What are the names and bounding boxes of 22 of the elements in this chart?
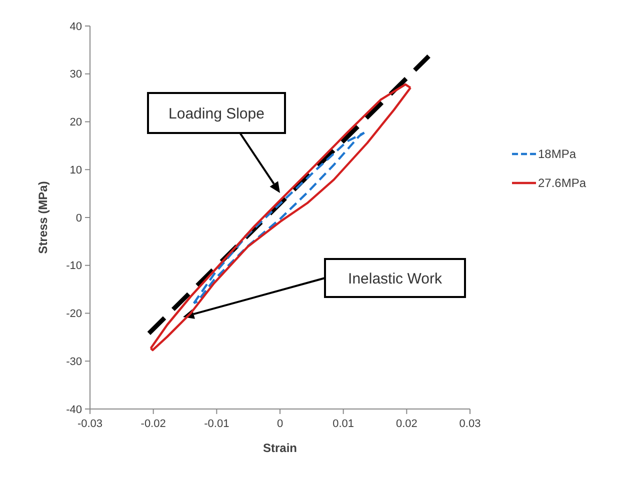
y-tick-label: 40 bbox=[70, 20, 82, 33]
x-axis-title: Strain bbox=[262, 441, 298, 455]
y-tick-label: 0 bbox=[76, 212, 82, 224]
legend-label: 18MPa bbox=[538, 147, 576, 162]
y-tick-label: -30 bbox=[66, 356, 82, 368]
y-axis-title: Stress (MPa) bbox=[36, 181, 50, 254]
y-tick-label: 10 bbox=[70, 164, 82, 176]
y-tick-label: -10 bbox=[66, 260, 82, 272]
x-tick-label: -0.01 bbox=[204, 418, 230, 430]
y-tick-label: 30 bbox=[70, 68, 82, 81]
x-tick-label: -0.02 bbox=[140, 418, 166, 430]
legend-label: 27.6MPa bbox=[538, 176, 586, 190]
x-tick-label: 0.03 bbox=[459, 418, 481, 430]
y-tick-label: -20 bbox=[66, 308, 82, 320]
annotation: Loading Slope bbox=[168, 105, 264, 122]
y-tick-label: -40 bbox=[66, 404, 82, 416]
x-tick-label: 0.01 bbox=[332, 418, 354, 430]
x-tick-label: 0.02 bbox=[396, 418, 418, 430]
x-tick-label: -0.03 bbox=[77, 418, 103, 430]
y-tick-label: 20 bbox=[70, 116, 82, 129]
x-tick-label: 0 bbox=[276, 418, 284, 430]
annotation: Inelastic Work bbox=[348, 270, 442, 288]
